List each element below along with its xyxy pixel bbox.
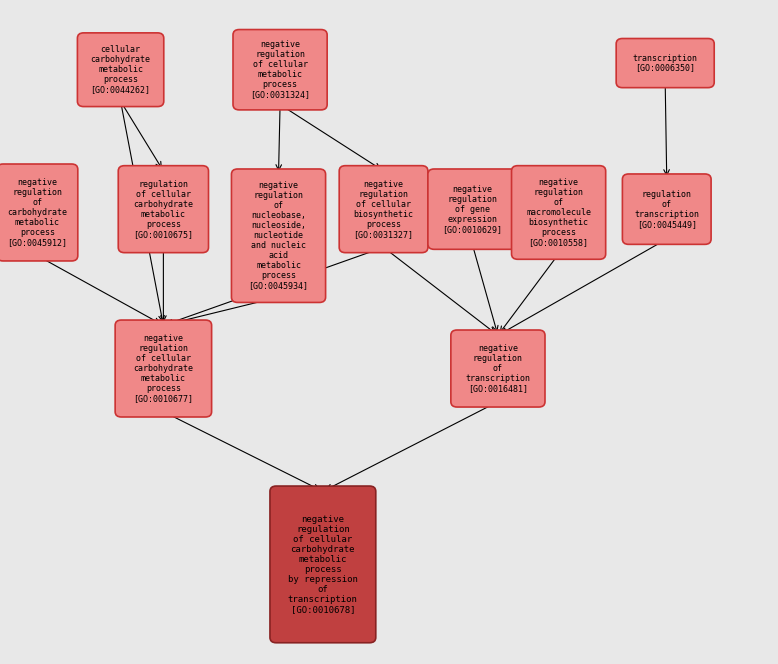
FancyBboxPatch shape (511, 165, 605, 259)
FancyBboxPatch shape (233, 29, 327, 110)
Text: negative
regulation
of
nucleobase,
nucleoside,
nucleotide
and nucleic
acid
metab: negative regulation of nucleobase, nucle… (248, 181, 309, 290)
FancyBboxPatch shape (231, 169, 325, 303)
Text: regulation
of cellular
carbohydrate
metabolic
process
[GO:0010675]: regulation of cellular carbohydrate meta… (133, 179, 194, 239)
Text: transcription
[GO:0006350]: transcription [GO:0006350] (633, 54, 698, 72)
FancyBboxPatch shape (339, 165, 428, 252)
FancyBboxPatch shape (450, 330, 545, 407)
FancyBboxPatch shape (115, 320, 212, 417)
FancyBboxPatch shape (270, 486, 376, 643)
Text: negative
regulation
of cellular
metabolic
process
[GO:0031324]: negative regulation of cellular metaboli… (250, 40, 310, 100)
FancyBboxPatch shape (118, 165, 209, 252)
FancyBboxPatch shape (0, 164, 78, 261)
Text: negative
regulation
of gene
expression
[GO:0010629]: negative regulation of gene expression [… (442, 185, 503, 234)
Text: cellular
carbohydrate
metabolic
process
[GO:0044262]: cellular carbohydrate metabolic process … (90, 45, 151, 94)
Text: negative
regulation
of cellular
carbohydrate
metabolic
process
by repression
of
: negative regulation of cellular carbohyd… (288, 515, 358, 614)
Text: negative
regulation
of cellular
carbohydrate
metabolic
process
[GO:0010677]: negative regulation of cellular carbohyd… (133, 334, 194, 403)
Text: negative
regulation
of
macromolecule
biosynthetic
process
[GO:0010558]: negative regulation of macromolecule bio… (526, 178, 591, 247)
FancyBboxPatch shape (77, 33, 163, 106)
Text: negative
regulation
of
transcription
[GO:0016481]: negative regulation of transcription [GO… (465, 344, 531, 393)
Text: negative
regulation
of
carbohydrate
metabolic
process
[GO:0045912]: negative regulation of carbohydrate meta… (7, 178, 68, 247)
FancyBboxPatch shape (428, 169, 517, 249)
Text: negative
regulation
of cellular
biosynthetic
process
[GO:0031327]: negative regulation of cellular biosynth… (353, 179, 414, 239)
Text: regulation
of
transcription
[GO:0045449]: regulation of transcription [GO:0045449] (634, 190, 699, 228)
FancyBboxPatch shape (622, 174, 711, 244)
FancyBboxPatch shape (616, 39, 714, 88)
